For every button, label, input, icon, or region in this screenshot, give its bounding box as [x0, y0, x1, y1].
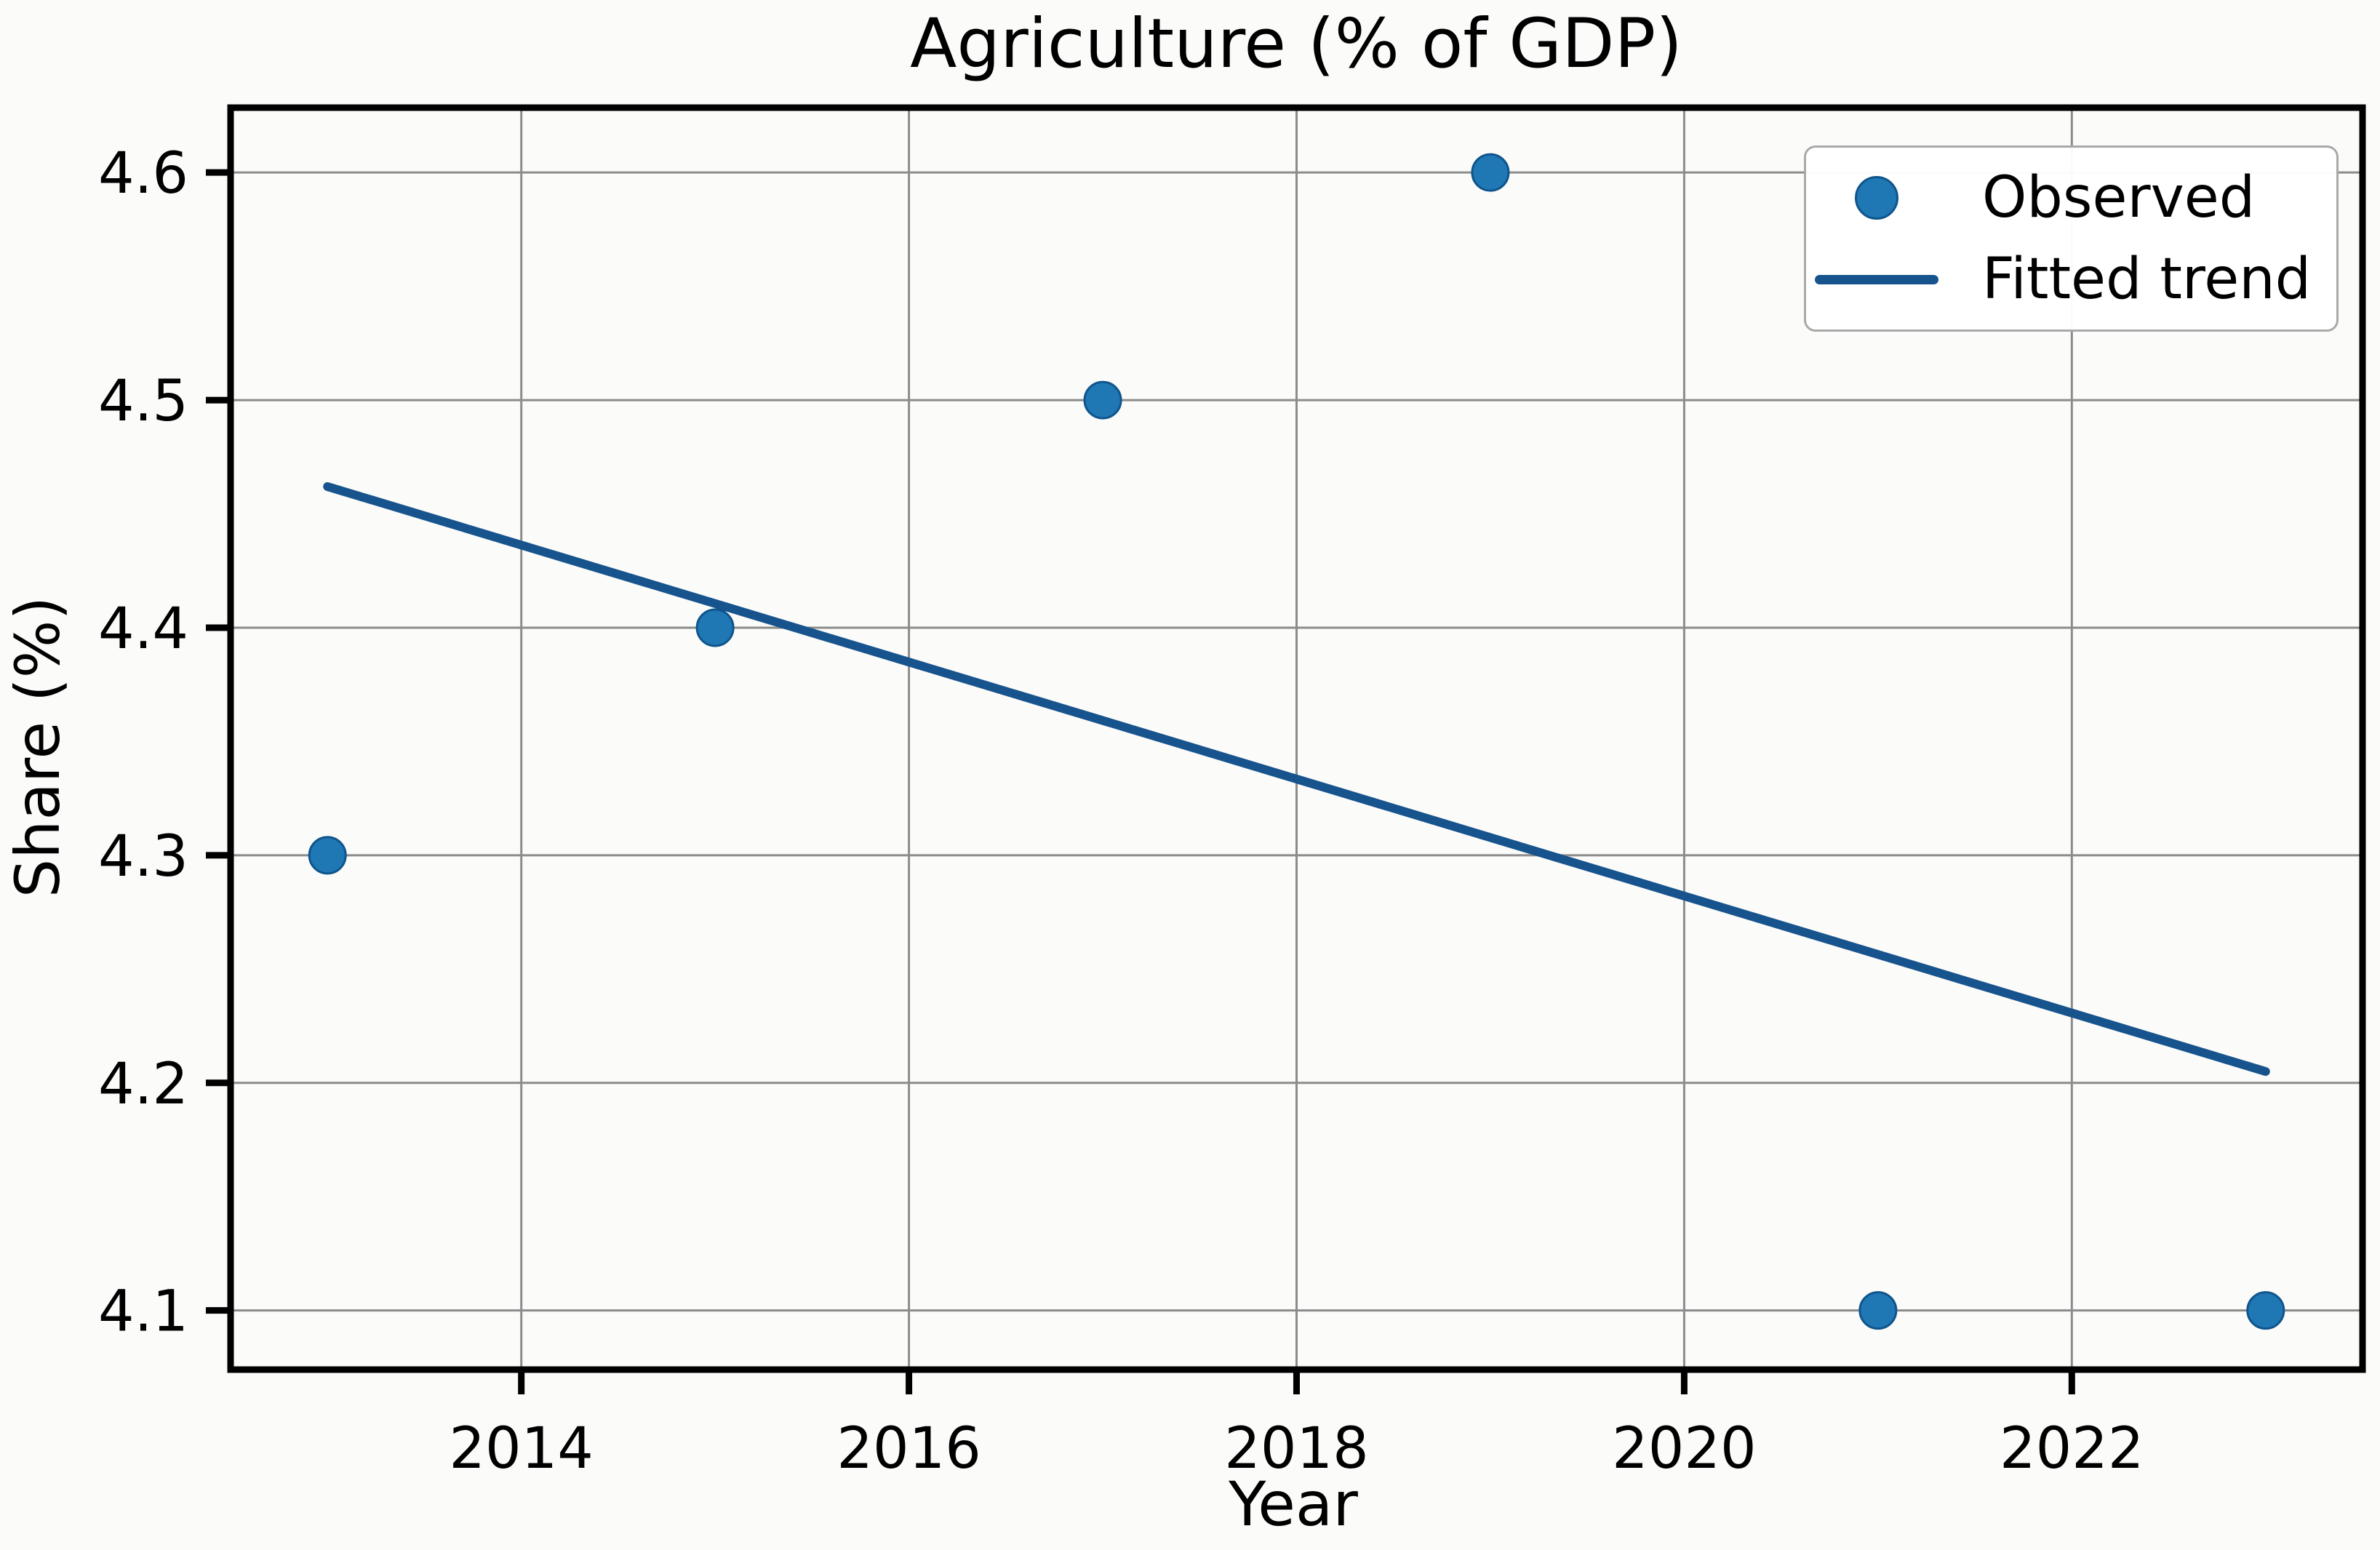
x-tick-label: 2018	[1224, 1416, 1369, 1482]
legend-item-observed: Observed	[1806, 160, 2336, 236]
y-tick-label: 4.6	[98, 141, 188, 207]
data-point	[1858, 1291, 1898, 1330]
y-tick-label: 4.2	[98, 1052, 188, 1117]
data-point	[695, 608, 735, 647]
data-point	[2246, 1291, 2285, 1330]
observed-marker-icon	[1855, 175, 1898, 220]
legend-item-fitted-trend: Fitted trend	[1806, 241, 2336, 317]
data-point	[1083, 380, 1122, 420]
y-tick-label: 4.5	[98, 369, 188, 434]
data-point	[308, 836, 347, 875]
x-tick-label: 2020	[1612, 1416, 1757, 1482]
x-tick-label: 2016	[836, 1416, 981, 1482]
y-tick-label: 4.4	[98, 596, 188, 662]
x-tick-label: 2014	[449, 1416, 594, 1482]
trend-line	[323, 482, 2270, 1076]
legend-label-observed: Observed	[1982, 164, 2256, 231]
legend-label-fitted-trend: Fitted trend	[1982, 247, 2312, 313]
x-tick-label: 2022	[2000, 1416, 2144, 1482]
chart-title: Agriculture (% of GDP)	[910, 4, 1682, 84]
y-tick-label: 4.1	[98, 1279, 188, 1345]
trend-line-icon	[1815, 274, 1938, 284]
x-axis-label: Year	[1229, 1469, 1358, 1540]
data-point	[1471, 153, 1510, 192]
y-tick-label: 4.3	[98, 824, 188, 890]
y-axis-label: Share (%)	[2, 596, 73, 898]
legend: Observed Fitted trend	[1804, 145, 2339, 332]
